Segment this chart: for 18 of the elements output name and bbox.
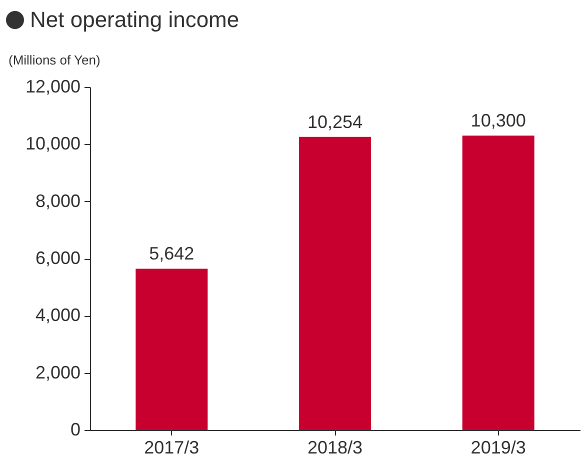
y-tick-label: 8,000 bbox=[35, 190, 80, 211]
data-label: 10,254 bbox=[307, 112, 363, 132]
data-label: 5,642 bbox=[149, 244, 194, 264]
y-tick-label: 10,000 bbox=[25, 134, 80, 154]
x-tick-label: 2019/3 bbox=[470, 438, 526, 458]
x-tick-label: 2018/3 bbox=[307, 438, 363, 458]
y-tick-label: 12,000 bbox=[25, 76, 80, 96]
bar bbox=[462, 136, 534, 430]
chart-title: Net operating income bbox=[30, 7, 240, 33]
y-axis-title: (Millions of Yen) bbox=[8, 52, 100, 68]
bar bbox=[136, 268, 208, 430]
y-tick-label: 2,000 bbox=[35, 362, 80, 382]
y-tick-label: 6,000 bbox=[35, 248, 80, 268]
bar bbox=[299, 136, 371, 430]
y-tick-label: 0 bbox=[70, 420, 80, 440]
x-tick-label: 2017/3 bbox=[144, 438, 200, 458]
data-label: 10,300 bbox=[470, 110, 526, 131]
y-tick-label: 4,000 bbox=[35, 305, 80, 326]
